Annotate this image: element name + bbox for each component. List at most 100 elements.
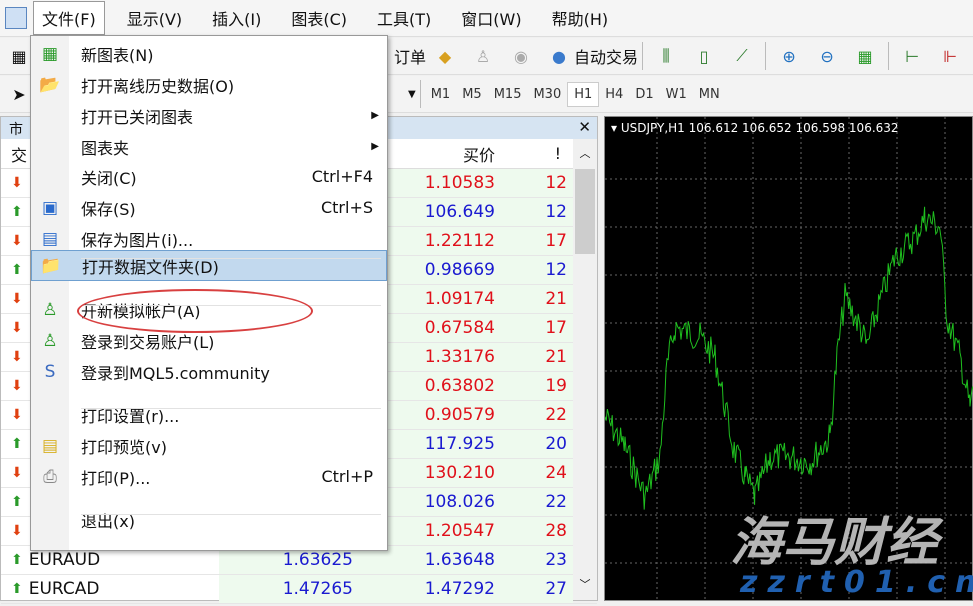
symbol-cell: ⬇ [1,407,219,423]
timeframe-m1[interactable]: M1 [430,86,451,102]
toolbar-separator [765,42,767,70]
arrow-up-icon: ⬆ [11,204,23,220]
menu-item-label: 新图表(N) [81,45,154,65]
chart-window[interactable]: ▾ USDJPY,H1 106.612 106.652 106.598 106.… [604,116,973,602]
timeframe-m30[interactable]: M30 [533,86,562,102]
menu-item-7[interactable]: ▤ 保存为图片(i)... [31,223,387,254]
menu-item-15[interactable]: 退出(x) [31,504,387,535]
menu-file[interactable]: 文件(F) [33,1,105,35]
scrollbar-thumb[interactable] [575,169,595,254]
menu-item-8[interactable]: 📁 打开数据文件夹(D) [31,250,387,281]
menu-item-12[interactable]: 打印设置(r)... [31,399,387,430]
close-icon[interactable]: ✕ [578,118,591,136]
timeframe-h1[interactable]: H1 [567,81,600,107]
menu-tools[interactable]: 工具(T) [377,10,432,29]
column-symbol[interactable]: 交 [11,145,28,165]
symbol-name: EURAUD [28,550,101,570]
arrow-up-icon: ⬆ [11,436,23,452]
menu-item-13[interactable]: ▤ 打印预览(v) [31,430,387,461]
auto-trading-icon: ● [552,46,566,66]
scroll-down-icon[interactable]: ﹀ [579,578,591,591]
spread-cell: 12 [501,198,573,226]
menu-help[interactable]: 帮助(H) [551,10,609,29]
timeframe-w1[interactable]: W1 [665,86,687,102]
mql5-icon: S [44,361,56,382]
symbol-cell: ⬇ [1,465,219,481]
menu-window[interactable]: 窗口(W) [461,10,522,29]
vertical-scrollbar[interactable]: ︿ ﹀ [573,139,597,600]
symbol-cell: ⬆ [1,494,219,510]
menu-item-6[interactable]: ▣ 保存(S) Ctrl+S [31,192,387,223]
new-chart-button[interactable]: ▦ [11,46,27,66]
spread-cell: 21 [501,285,573,313]
timeframe-m15[interactable]: M15 [493,86,522,102]
menu-item-5[interactable]: 关闭(C) Ctrl+F4 [31,161,387,192]
spread-cell: 22 [501,401,573,429]
arrow-up-icon: ⬆ [11,262,23,278]
menu-item-14[interactable]: ⎙ 打印(P)... Ctrl+P [31,461,387,492]
zoom-out-icon[interactable]: ⊖ [820,46,834,66]
chart-menu-arrow-icon[interactable]: ▾ [611,121,621,135]
candlestick-icon[interactable]: ▯ [699,46,709,66]
menu-separator [81,258,381,259]
file-menu: ▦ 新图表(N) 📂 打开离线历史数据(O) 打开已关闭图表 ▶ 图表夹 ▶ 关闭(C) Ctrl… [30,35,388,551]
timeframe-h4[interactable]: H4 [605,86,624,102]
menu-item-9[interactable]: ♙ 开新模拟帐户(A) [31,294,387,325]
new-order-button[interactable]: 订单 [394,48,427,67]
zoom-in-icon[interactable]: ⊕ [782,46,796,66]
market-watch-row[interactable]: ⬆ EURAUD 1.63625 1.63648 23 [1,546,597,575]
spread-cell: 17 [501,227,573,255]
column-ask[interactable]: 买价 [462,145,495,165]
menu-item-11[interactable]: S 登录到MQL5.community [31,356,387,387]
column-spread[interactable]: ! [554,144,561,163]
symbol-cell: ⬆ EURCAD [1,579,219,599]
symbol-cell: ⬇ [1,175,219,191]
menu-view[interactable]: 显示(V) [126,10,183,29]
menu-item-label: 保存(S) [81,199,136,219]
line-chart-icon[interactable]: ⟋ [736,46,748,65]
symbol-name: EURCAD [28,579,100,599]
menu-item-10[interactable]: ♙ 登录到交易账户(L) [31,325,387,356]
cursor-icon[interactable]: ➤ [12,84,26,104]
timeframe-mn[interactable]: MN [698,86,720,102]
radio-icon[interactable]: ◉ [514,46,528,66]
tile-windows-icon[interactable]: ▦ [857,46,873,66]
timeframe-m5[interactable]: M5 [462,86,482,102]
scroll-up-icon[interactable]: ︿ [579,147,591,160]
signals-icon[interactable]: ♙ [475,46,491,66]
autoscroll-icon[interactable]: ⊩ [943,46,957,66]
ask-cell: 1.47292 [361,575,501,603]
market-icon[interactable]: ◆ [438,46,452,66]
arrow-down-icon: ⬇ [11,523,23,539]
printer-icon: ⎙ [43,466,57,487]
timeframe-d1[interactable]: D1 [635,86,654,102]
menu-item-label: 图表夹 [81,138,130,158]
menu-insert[interactable]: 插入(I) [212,10,262,29]
bar-chart-icon[interactable]: ⫼ [662,46,670,65]
spread-cell: 20 [501,430,573,458]
dropdown-arrow-icon[interactable]: ▼ [408,88,416,100]
menu-item-3[interactable]: 打开已关闭图表 ▶ [31,100,387,131]
login-icon: ♙ [42,330,58,351]
app-icon [5,7,27,29]
auto-trading-button[interactable]: 自动交易 [574,48,639,67]
symbol-cell: ⬆ EURAUD [1,550,219,570]
menu-item-label: 打印设置(r)... [81,406,180,426]
menu-item-4[interactable]: 图表夹 ▶ [31,131,387,162]
arrow-down-icon: ⬇ [11,291,23,307]
menu-item-label: 打印(P)... [81,468,151,488]
open-folder-icon: 📂 [39,74,61,95]
menu-item-label: 保存为图片(i)... [81,230,194,250]
menu-item-2[interactable]: 📂 打开离线历史数据(O) [31,69,387,100]
symbol-cell: ⬆ [1,436,219,452]
menu-icon-gutter [31,36,69,550]
chart-label: ▾ USDJPY,H1 106.612 106.652 106.598 106.… [611,121,899,135]
chart-shift-icon[interactable]: ⊢ [905,46,919,66]
menu-charts[interactable]: 图表(C) [291,10,348,29]
arrow-down-icon: ⬇ [11,465,23,481]
menu-item-shortcut: Ctrl+P [321,467,373,486]
menu-item-1[interactable]: ▦ 新图表(N) [31,38,387,69]
market-watch-row[interactable]: ⬆ EURCAD 1.47265 1.47292 27 [1,575,597,604]
spread-cell: 19 [501,372,573,400]
spread-cell: 12 [501,256,573,284]
